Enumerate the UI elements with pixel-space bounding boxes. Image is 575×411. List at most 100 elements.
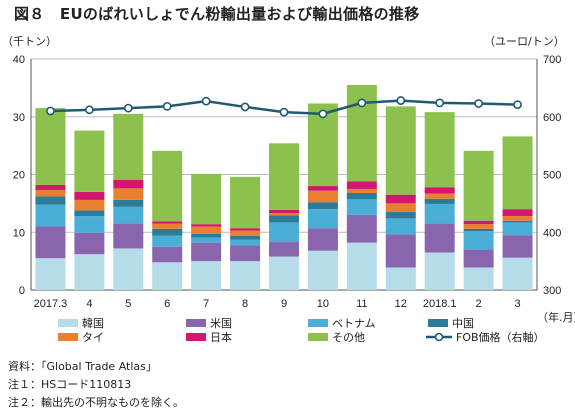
bar-segment — [424, 223, 455, 253]
legend-label: タイ — [82, 331, 104, 344]
legend-swatch — [58, 319, 78, 327]
bar-segment — [35, 190, 66, 197]
fob-price-point — [162, 101, 172, 111]
bar-segment — [424, 203, 455, 224]
left-tick-label: 0 — [19, 285, 25, 297]
bar-segment — [191, 237, 222, 243]
left-tick-label: 10 — [13, 227, 25, 239]
fob-price-point — [357, 98, 367, 108]
bar-segment — [230, 230, 261, 236]
bar-segment — [74, 232, 105, 255]
bar-segment — [385, 218, 416, 235]
fob-price-point — [123, 103, 133, 113]
x-tick-label: 6 — [164, 298, 170, 310]
x-tick-label: 2 — [476, 298, 482, 310]
bar-segment — [152, 150, 183, 222]
bar-segment — [307, 186, 338, 191]
bar-segment — [269, 242, 299, 257]
legend-swatch — [58, 333, 78, 341]
bar-segment — [385, 234, 416, 268]
bar-segment — [346, 181, 377, 189]
fob-price-point — [435, 98, 445, 108]
bar-segment — [152, 228, 183, 236]
chart-svg: 0 10 20 30 40 300 400 500 600 700 （千トン） （ユーロ/トン） 201… — [2, 35, 575, 344]
legend-swatch — [308, 333, 328, 341]
bar-segment — [230, 228, 261, 231]
x-tick-label: 12 — [395, 298, 407, 310]
bar-segment — [113, 199, 144, 207]
legend-label: その他 — [332, 331, 365, 344]
left-axis-label: （千トン） — [2, 35, 57, 48]
bar-segment — [74, 254, 105, 290]
legend-swatch — [428, 319, 448, 327]
legend-label: 米国 — [210, 317, 232, 330]
bar-segment — [385, 194, 416, 204]
bar-segment — [35, 108, 66, 185]
bar-segment — [35, 226, 66, 259]
bar-segment — [152, 221, 183, 224]
x-tick-label: 2017.3 — [34, 298, 68, 310]
bar-segment — [307, 228, 338, 251]
x-tick-label: 11 — [356, 298, 367, 310]
bar-segment — [424, 252, 455, 290]
legend-swatch — [186, 333, 206, 341]
bar-segment — [463, 224, 494, 229]
fob-price-point — [201, 96, 211, 106]
x-tick-label: 2018.1 — [423, 298, 457, 310]
bar-segment — [307, 250, 338, 290]
right-tick-label: 300 — [543, 285, 561, 297]
bar-segment — [113, 223, 144, 249]
right-tick-label: 500 — [543, 170, 561, 182]
bar-segment — [346, 192, 377, 200]
legend-label: 中国 — [452, 317, 474, 330]
left-tick-label: 40 — [13, 54, 25, 66]
bar-segment — [502, 136, 533, 210]
right-axis-label: （ユーロ/トン） — [484, 35, 565, 48]
legend-swatch — [308, 319, 328, 327]
bar-segment — [191, 242, 222, 262]
legend-label: 日本 — [210, 330, 232, 344]
bar-segment — [191, 224, 222, 227]
right-tick-label: 400 — [543, 227, 561, 239]
bar-segment — [502, 209, 533, 217]
bar-segment — [269, 256, 299, 290]
bar-segment — [113, 248, 144, 290]
x-tick-label: 3 — [514, 298, 520, 310]
bar-segment — [307, 202, 338, 210]
note-1: 注１：HSコード110813 — [8, 378, 132, 391]
bar-segment — [307, 190, 338, 203]
x-tick-label: 5 — [125, 298, 131, 310]
bar-segment — [152, 262, 183, 290]
bar-segment — [230, 176, 261, 229]
bar-segment — [113, 179, 144, 189]
bar-segment — [191, 233, 222, 238]
bar-segment — [385, 267, 416, 290]
left-tick-label: 20 — [13, 170, 25, 182]
bar-segment — [35, 196, 66, 205]
bar-segment — [191, 261, 222, 290]
chart-title: 図８ EUのばれいしょでん粉輸出量および輸出価格の推移 — [14, 5, 420, 23]
bar-segment — [269, 209, 299, 214]
bar-segment — [113, 188, 144, 200]
left-tick-label: 30 — [13, 112, 25, 124]
bar-segment — [502, 216, 533, 221]
bar-segment — [35, 184, 66, 191]
bar-segment — [424, 187, 455, 194]
bar-segment — [502, 257, 533, 290]
bar-segment — [346, 199, 377, 215]
legend-swatch — [186, 319, 206, 327]
bar-segment — [35, 204, 66, 227]
bar-segment — [307, 209, 338, 229]
bar-segment — [463, 220, 494, 225]
x-tick-label: 4 — [86, 298, 92, 310]
bar-segment — [346, 214, 377, 243]
bar-segment — [502, 220, 533, 223]
fob-price-point — [240, 102, 250, 112]
bar-segment — [74, 191, 105, 200]
legend-label: 韓国 — [82, 317, 104, 330]
legend-marker — [434, 332, 444, 342]
fob-price-point — [513, 100, 522, 110]
bar-segment — [152, 235, 183, 247]
bar-segment — [463, 150, 494, 221]
